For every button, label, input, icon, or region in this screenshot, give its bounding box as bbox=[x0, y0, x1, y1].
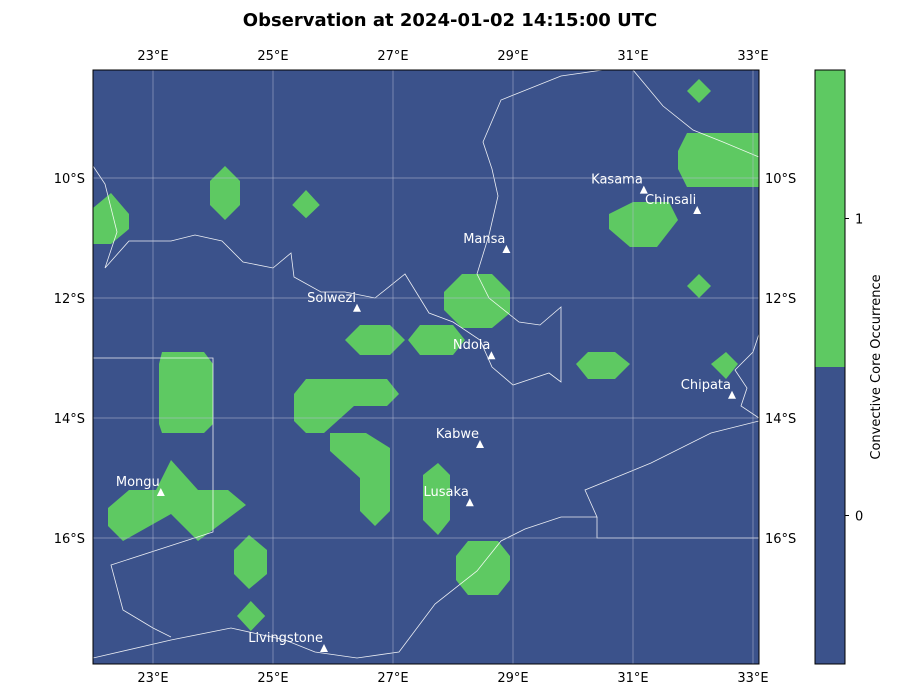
lat-tick-label-left: 16°S bbox=[54, 532, 85, 547]
convective-core-13 bbox=[159, 352, 213, 433]
colorbar-frame bbox=[814, 69, 846, 665]
convective-core-7 bbox=[687, 274, 711, 298]
colorbar-label: Convective Core Occurrence bbox=[869, 274, 884, 459]
convective-core-5 bbox=[210, 166, 240, 220]
convective-core-19 bbox=[456, 541, 510, 595]
map-frame bbox=[92, 69, 760, 665]
axis-labels: 23°E 23°E 25°E 25°E 27°E 27°E 29°E 29°E 31°E 31°E… bbox=[54, 49, 797, 686]
colorbar: 0 1 Convective Core Occurrence bbox=[814, 69, 884, 665]
city-label-kasama: Kasama bbox=[591, 173, 643, 188]
city-marker-lusaka bbox=[465, 498, 474, 507]
city-marker-livingstone bbox=[320, 644, 328, 652]
border-line-6 bbox=[734, 333, 759, 419]
city-label-livingstone: Livingstone bbox=[248, 631, 323, 646]
convective-core-20 bbox=[237, 601, 266, 631]
city-label-chinsali: Chinsali bbox=[645, 193, 696, 208]
city-label-solwezi: Solwezi bbox=[307, 291, 356, 306]
lon-tick-label-bottom: 33°E bbox=[737, 671, 768, 686]
lon-tick-label-top: 27°E bbox=[377, 49, 408, 64]
convective-core-1 bbox=[687, 79, 711, 103]
colorbar-tick-label: 0 bbox=[855, 510, 863, 525]
convective-core-14 bbox=[294, 379, 399, 433]
city-marker-chipata bbox=[728, 390, 736, 399]
convective-core-8 bbox=[444, 274, 510, 328]
lon-tick-label-top: 25°E bbox=[257, 49, 288, 64]
city-marker-chinsali bbox=[693, 206, 702, 214]
lat-tick-label-right: 16°S bbox=[765, 532, 796, 547]
gridlines-layer bbox=[93, 70, 759, 664]
city-marker-solwezi bbox=[353, 303, 361, 312]
convective-cores-layer bbox=[93, 79, 759, 631]
convective-core-3 bbox=[609, 202, 678, 247]
lon-tick-label-top: 29°E bbox=[497, 49, 528, 64]
city-label-ndola: Ndola bbox=[453, 338, 491, 353]
city-marker-ndola bbox=[487, 351, 496, 360]
lat-tick-label-right: 14°S bbox=[765, 412, 796, 427]
lon-tick-label-bottom: 29°E bbox=[497, 671, 528, 686]
border-line-3 bbox=[93, 420, 759, 659]
city-label-lusaka: Lusaka bbox=[424, 485, 469, 500]
lon-tick-label-bottom: 27°E bbox=[377, 671, 408, 686]
colorbar-segment-0 bbox=[815, 367, 845, 664]
convective-core-12 bbox=[711, 352, 738, 379]
city-label-kabwe: Kabwe bbox=[436, 427, 479, 442]
colorbar-segment-1 bbox=[815, 70, 845, 367]
lon-tick-label-bottom: 23°E bbox=[137, 671, 168, 686]
convective-core-11 bbox=[576, 352, 630, 379]
convective-core-16 bbox=[423, 463, 450, 535]
convective-core-17 bbox=[108, 460, 246, 541]
lon-tick-label-bottom: 25°E bbox=[257, 671, 288, 686]
lat-tick-label-left: 12°S bbox=[54, 292, 85, 307]
colorbar-tick-label: 1 bbox=[855, 213, 863, 228]
city-label-chipata: Chipata bbox=[681, 378, 731, 393]
lon-tick-label-top: 31°E bbox=[617, 49, 648, 64]
lat-tick-label-right: 12°S bbox=[765, 292, 796, 307]
lat-tick-label-right: 10°S bbox=[765, 172, 796, 187]
convective-core-2 bbox=[678, 133, 759, 187]
city-marker-kabwe bbox=[476, 440, 484, 448]
city-marker-mansa bbox=[502, 245, 511, 253]
border-line-2 bbox=[632, 70, 759, 158]
lon-tick-label-bottom: 31°E bbox=[617, 671, 648, 686]
convective-core-4 bbox=[93, 193, 129, 244]
lat-tick-label-left: 14°S bbox=[54, 412, 85, 427]
convective-core-18 bbox=[234, 535, 267, 589]
city-marker-mongu bbox=[156, 488, 165, 496]
convective-core-9 bbox=[345, 325, 405, 355]
border-line-1 bbox=[93, 70, 604, 386]
map-title: Observation at 2024-01-02 14:15:00 UTC bbox=[242, 10, 658, 31]
city-marker-kasama bbox=[639, 185, 648, 194]
city-label-mongu: Mongu bbox=[116, 475, 160, 490]
city-label-mansa: Mansa bbox=[463, 232, 505, 247]
convective-core-15 bbox=[330, 433, 390, 526]
lat-tick-label-left: 10°S bbox=[54, 172, 85, 187]
lon-tick-label-top: 33°E bbox=[737, 49, 768, 64]
convective-core-10 bbox=[408, 325, 465, 355]
convective-core-6 bbox=[292, 190, 320, 219]
lon-tick-label-top: 23°E bbox=[137, 49, 168, 64]
